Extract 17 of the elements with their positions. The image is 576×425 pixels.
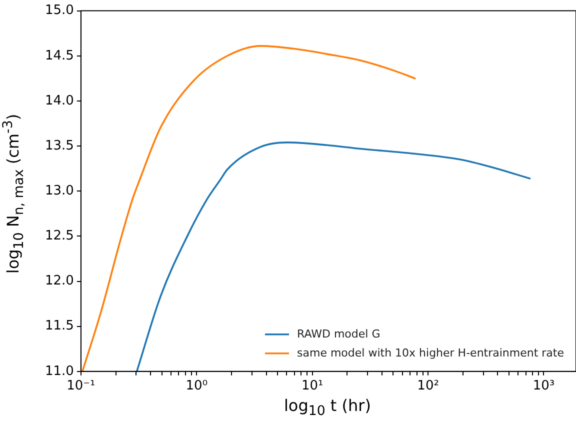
- y-tick-label: 12.5: [44, 228, 74, 244]
- x-tick-label: 10⁻¹: [66, 378, 96, 394]
- legend-label: same model with 10x higher H-entrainment rate: [297, 346, 564, 360]
- y-tick-label: 13.5: [44, 138, 74, 154]
- legend-label: RAWD model G: [297, 327, 380, 340]
- x-tick-label: 10³: [532, 378, 555, 394]
- y-tick-label: 11.0: [44, 364, 74, 379]
- y-tick-label: 14.5: [44, 48, 74, 64]
- x-tick-label: 10²: [417, 378, 439, 394]
- y-tick-label: 13.0: [44, 183, 74, 198]
- x-tick-label: 10⁰: [186, 378, 208, 394]
- x-tick-label: 10¹: [301, 378, 324, 394]
- y-tick-label: 12.0: [44, 274, 74, 289]
- y-tick-label: 15.0: [44, 3, 74, 18]
- x-axis-title: log$_{10}$ t (hr): [282, 396, 372, 420]
- y-tick-label: 14.0: [44, 93, 74, 108]
- y-tick-label: 11.5: [44, 318, 74, 334]
